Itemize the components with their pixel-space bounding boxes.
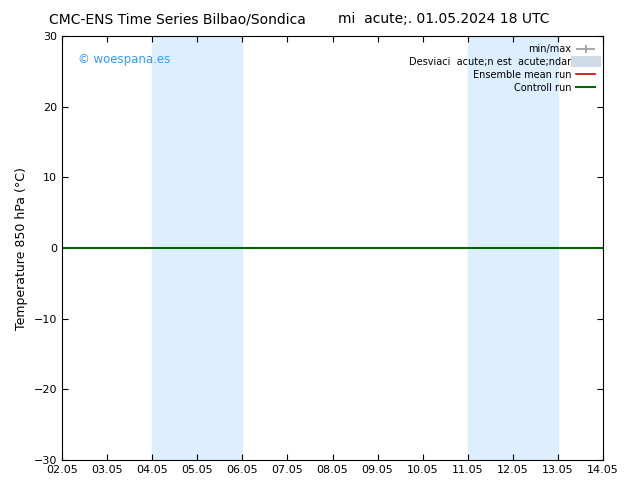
Text: mi  acute;. 01.05.2024 18 UTC: mi acute;. 01.05.2024 18 UTC [338,12,550,26]
Bar [152,36,242,460]
Text: © woespana.es: © woespana.es [78,53,171,66]
Bar [468,36,558,460]
Legend: min/max, Desviaci  acute;n est  acute;ndar, Ensemble mean run, Controll run: min/max, Desviaci acute;n est acute;ndar… [406,41,598,96]
Y-axis label: Temperature 850 hPa (°C): Temperature 850 hPa (°C) [15,167,28,330]
Text: CMC-ENS Time Series Bilbao/Sondica: CMC-ENS Time Series Bilbao/Sondica [49,12,306,26]
